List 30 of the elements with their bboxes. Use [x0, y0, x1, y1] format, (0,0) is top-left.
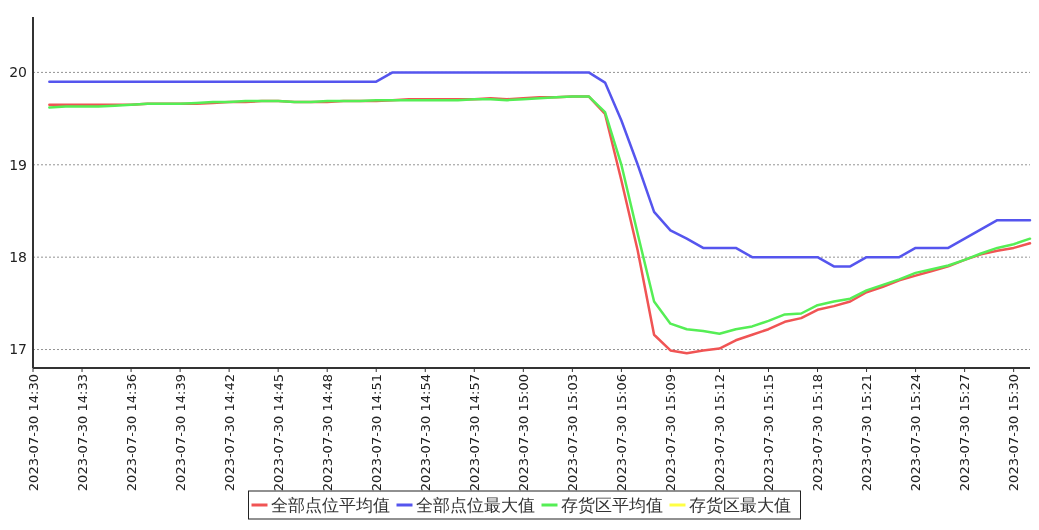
x-tick-label: 2023-07-30 14:54 [417, 374, 433, 492]
x-tick-label: 2023-07-30 15:06 [613, 374, 629, 492]
x-tick-label: 2023-07-30 15:09 [662, 374, 678, 492]
x-tick-label: 2023-07-30 14:51 [368, 374, 384, 492]
legend-label: 全部点位平均值 [270, 494, 390, 515]
legend-label: 存货区平均值 [560, 494, 663, 515]
x-tick-label: 2023-07-30 15:15 [761, 374, 777, 492]
x-tick-label: 2023-07-30 14:42 [221, 374, 237, 492]
x-tick-label: 2023-07-30 14:45 [270, 374, 286, 492]
y-tick-label: 19 [9, 156, 27, 173]
x-tick-label: 2023-07-30 15:18 [810, 374, 826, 492]
y-tick-label: 20 [9, 64, 27, 81]
x-tick-label: 2023-07-30 14:36 [123, 374, 139, 492]
x-tick-label: 2023-07-30 15:00 [515, 374, 531, 492]
x-tick-label: 2023-07-30 14:30 [25, 374, 41, 492]
legend-label: 全部点位最大值 [415, 494, 535, 515]
x-tick-label: 2023-07-30 14:48 [319, 374, 335, 492]
line-series [48, 71, 1032, 268]
y-tick-label: 17 [9, 341, 27, 358]
x-tick-label: 2023-07-30 15:24 [908, 374, 924, 492]
x-tick-label: 2023-07-30 14:39 [172, 374, 188, 492]
x-tick-label: 2023-07-30 15:27 [957, 374, 973, 492]
x-tick-label: 2023-07-30 14:57 [466, 374, 482, 492]
legend-label: 存货区最大值 [688, 494, 791, 515]
x-tick-label: 2023-07-30 15:30 [1006, 374, 1022, 492]
y-tick-label: 18 [9, 249, 27, 266]
x-tick-label: 2023-07-30 15:03 [564, 374, 580, 492]
x-tick-label: 2023-07-30 15:21 [859, 374, 875, 492]
x-tick-label: 2023-07-30 14:33 [74, 374, 90, 492]
x-tick-label: 2023-07-30 15:12 [712, 374, 728, 492]
